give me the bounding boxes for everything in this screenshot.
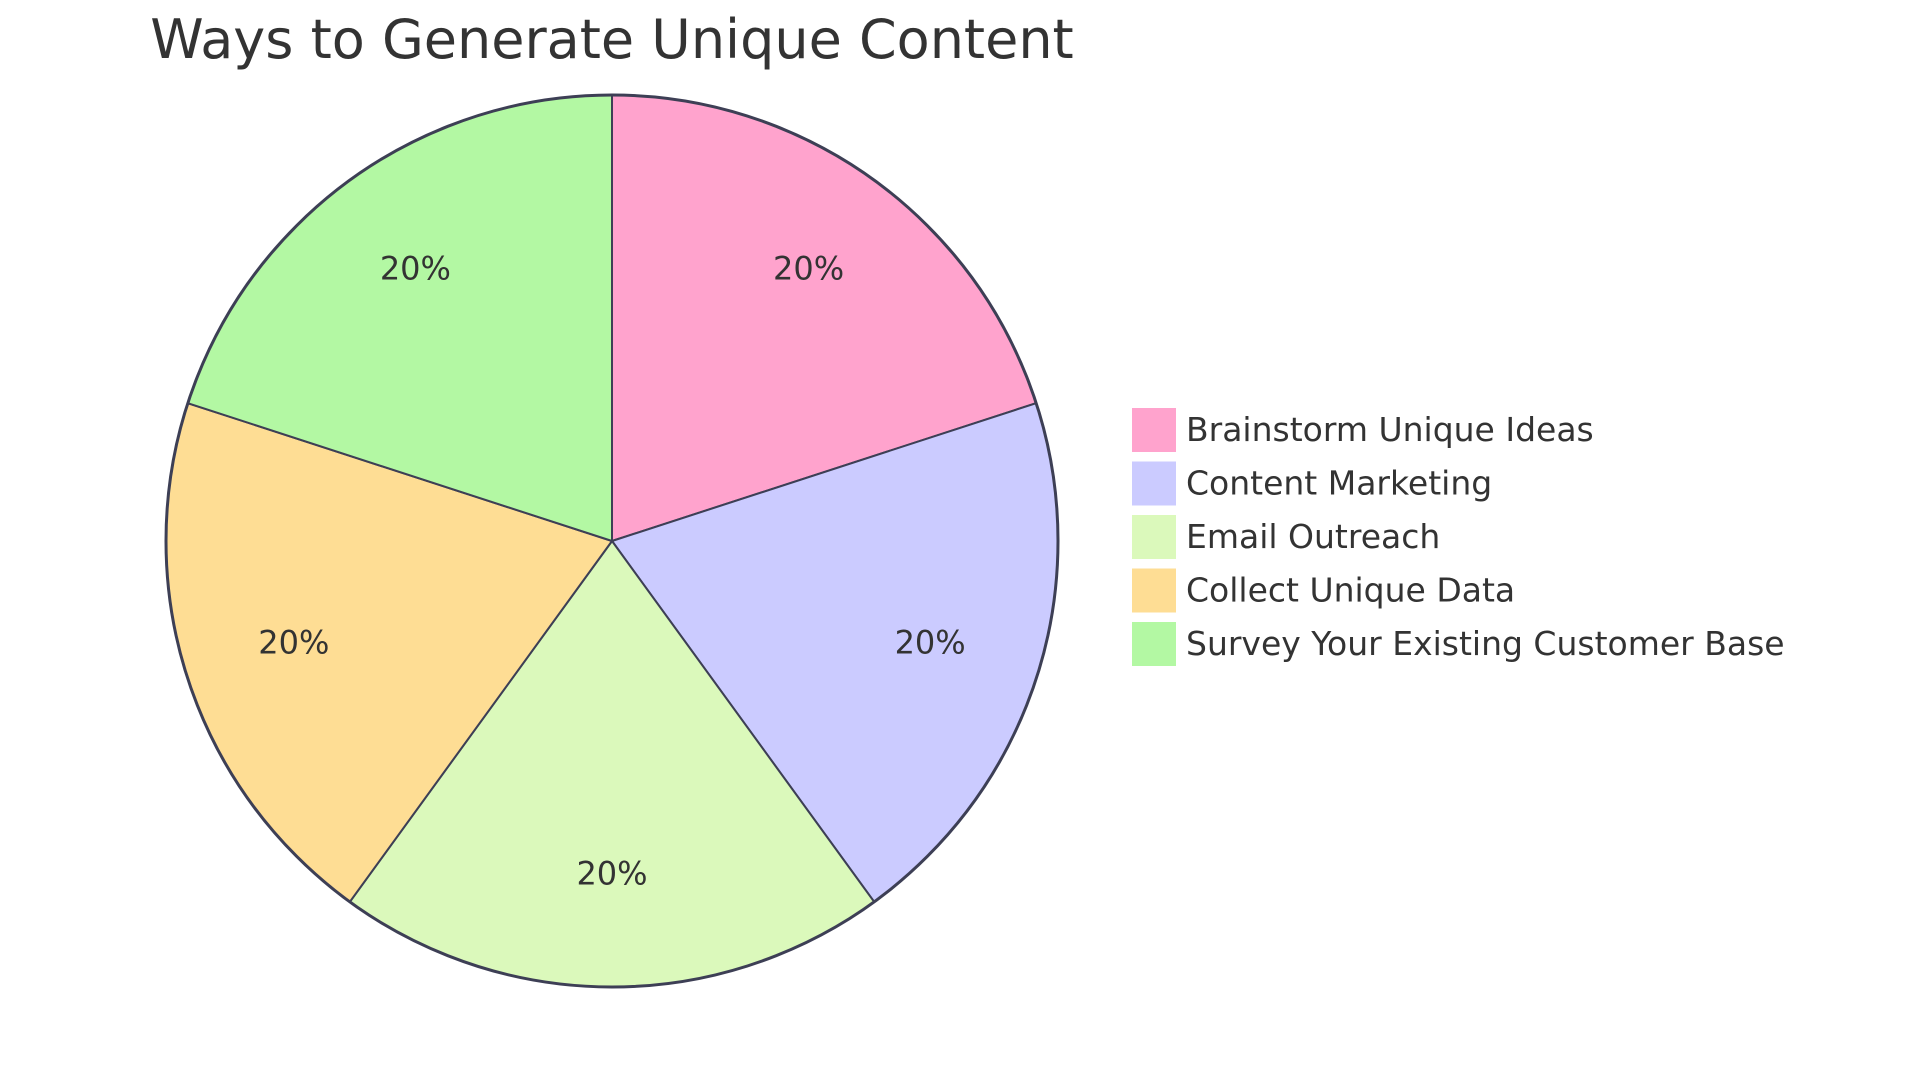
slice-label: 20%	[576, 855, 647, 893]
legend-swatch	[1132, 622, 1176, 666]
legend-item-label: Brainstorm Unique Ideas	[1186, 410, 1594, 449]
slice-label: 20%	[773, 249, 844, 287]
legend-swatch	[1132, 461, 1176, 506]
slice-labels: 20% 20% 20% 20% 20%	[258, 249, 965, 892]
legend-item-label: Email Outreach	[1186, 517, 1440, 556]
pie-outline	[164, 93, 1060, 989]
chart-title: Ways to Generate Unique Content	[150, 8, 1073, 71]
legend-swatch	[1132, 408, 1176, 452]
slice-label: 20%	[380, 249, 451, 287]
legend-item-label: Survey Your Existing Customer Base	[1186, 624, 1785, 663]
legend-swatch	[1132, 515, 1176, 559]
legend-item-label: Content Marketing	[1186, 464, 1492, 503]
pie-slices	[164, 93, 1060, 989]
legend-swatch	[1132, 568, 1176, 613]
slice-label: 20%	[895, 623, 966, 661]
legend: Brainstorm Unique Ideas Content Marketing…	[1132, 408, 1785, 666]
slice-label: 20%	[258, 623, 329, 661]
legend-item-label: Collect Unique Data	[1186, 571, 1515, 610]
